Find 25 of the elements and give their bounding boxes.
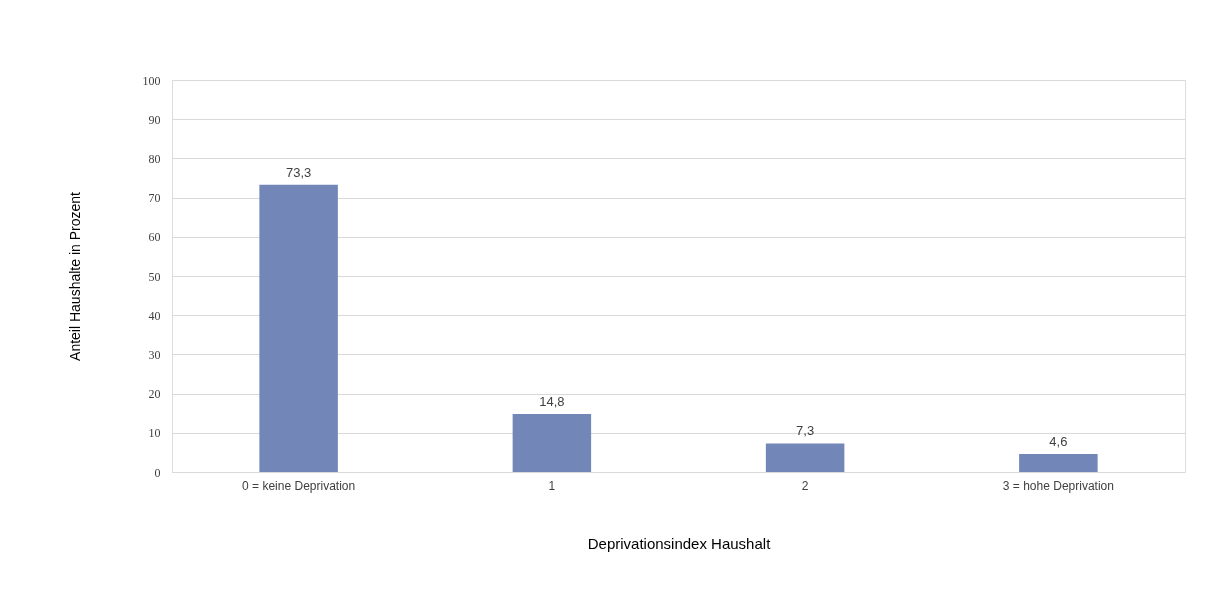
bar (512, 413, 592, 472)
y-tick-label: 50 (148, 269, 161, 284)
y-tick-label: 100 (142, 73, 161, 88)
y-tick-label: 30 (148, 347, 161, 362)
x-tick-label: 0 = keine Deprivation (242, 478, 356, 493)
y-axis-title: Anteil Haushalte in Prozent (66, 191, 83, 361)
data-label: 14,8 (539, 393, 565, 409)
data-label: 73,3 (285, 164, 312, 180)
y-tick-label: 20 (148, 387, 161, 402)
y-tick-label: 0 (154, 465, 161, 480)
y-tick-label: 60 (148, 230, 161, 245)
y-tick-label: 40 (148, 308, 161, 323)
x-tick-label: 2 (801, 478, 809, 493)
data-label: 7,3 (796, 423, 815, 439)
bar (765, 443, 845, 472)
x-tick-label: 3 = hohe Deprivation (1002, 478, 1114, 493)
y-tick-label: 90 (148, 112, 161, 127)
bar (259, 184, 338, 472)
bar (1019, 453, 1098, 472)
y-tick-label: 10 (148, 426, 161, 441)
y-tick-label: 80 (148, 151, 161, 166)
x-axis-title: Deprivationsindex Haushalt (587, 534, 772, 552)
data-label: 4,6 (1049, 433, 1068, 449)
y-tick-label: 70 (148, 191, 161, 206)
x-tick-label: 1 (548, 478, 556, 493)
